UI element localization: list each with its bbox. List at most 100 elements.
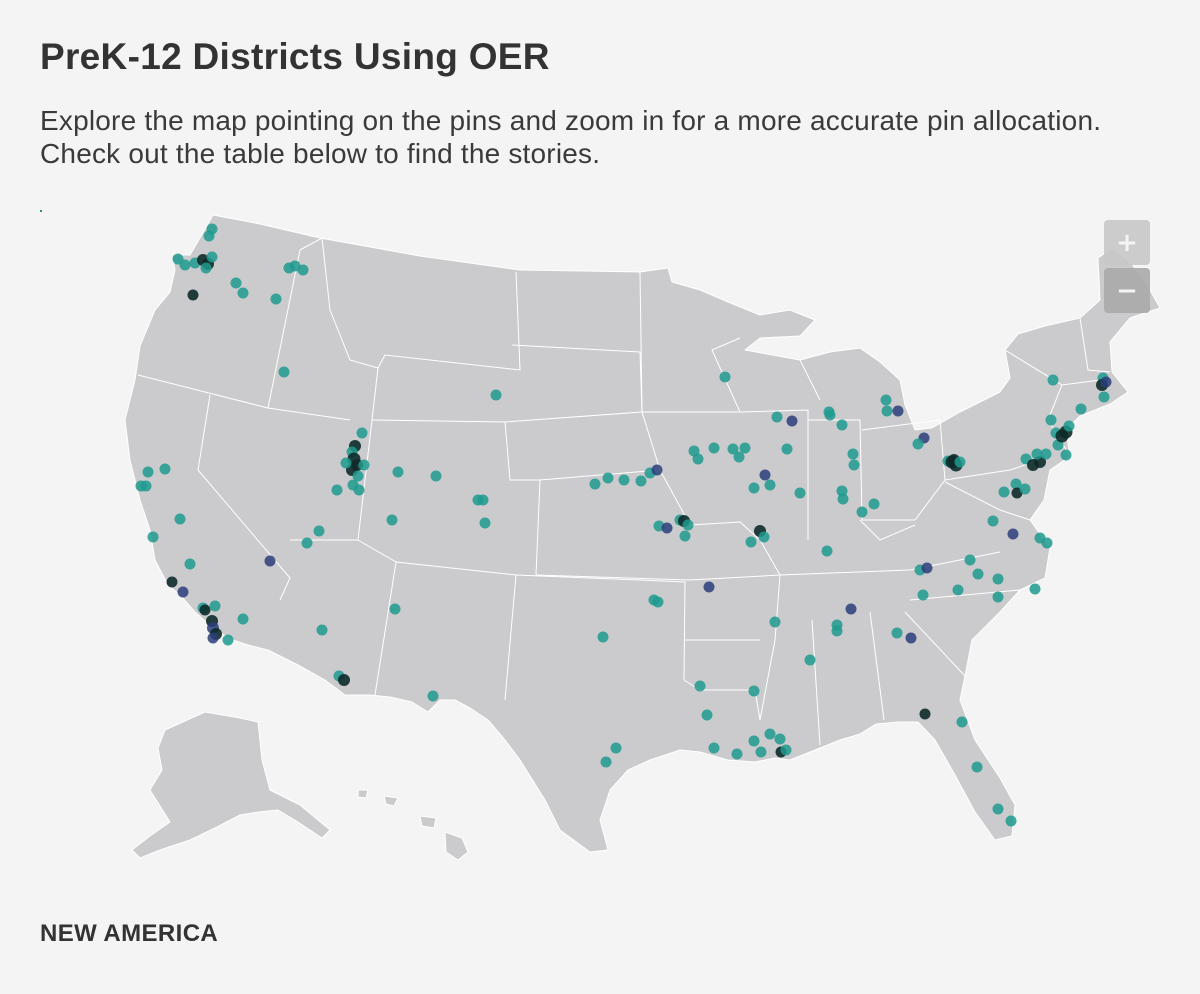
district-pin[interactable] [1029, 583, 1041, 595]
district-pin[interactable] [589, 478, 601, 490]
contiguous-us-landmass[interactable] [124, 214, 1161, 853]
district-pin[interactable] [479, 517, 491, 529]
district-pin[interactable] [998, 486, 1010, 498]
district-pin[interactable] [821, 545, 833, 557]
district-pin[interactable] [964, 554, 976, 566]
district-pin[interactable] [771, 411, 783, 423]
district-pin[interactable] [794, 487, 806, 499]
district-pin[interactable] [733, 451, 745, 463]
district-pin[interactable] [745, 536, 757, 548]
district-pin[interactable] [880, 394, 892, 406]
zoom-out-button[interactable]: − [1104, 268, 1150, 313]
district-pin[interactable] [338, 674, 350, 686]
district-pin[interactable] [1041, 537, 1053, 549]
district-pin[interactable] [1098, 391, 1110, 403]
district-pin[interactable] [748, 735, 760, 747]
district-pin[interactable] [199, 604, 211, 616]
district-pin[interactable] [490, 389, 502, 401]
district-pin[interactable] [780, 744, 792, 756]
district-pin[interactable] [278, 366, 290, 378]
district-pin[interactable] [881, 405, 893, 417]
hawaii-kauai[interactable] [357, 789, 369, 799]
district-pin[interactable] [313, 525, 325, 537]
district-pin[interactable] [703, 581, 715, 593]
district-pin[interactable] [635, 475, 647, 487]
district-pin[interactable] [209, 600, 221, 612]
district-pin[interactable] [1100, 376, 1112, 388]
district-pin[interactable] [755, 746, 767, 758]
district-pin[interactable] [847, 448, 859, 460]
hawaii-maui[interactable] [419, 815, 437, 829]
district-pin[interactable] [651, 464, 663, 476]
district-pin[interactable] [652, 596, 664, 608]
us-map[interactable] [0, 195, 1200, 875]
district-pin[interactable] [848, 459, 860, 471]
district-pin[interactable] [358, 459, 370, 471]
district-pin[interactable] [187, 289, 199, 301]
district-pin[interactable] [142, 466, 154, 478]
district-pin[interactable] [831, 625, 843, 637]
district-pin[interactable] [845, 603, 857, 615]
district-pin[interactable] [804, 654, 816, 666]
district-pin[interactable] [392, 466, 404, 478]
district-pin[interactable] [992, 573, 1004, 585]
district-pin[interactable] [905, 632, 917, 644]
district-pin[interactable] [356, 427, 368, 439]
district-pin[interactable] [774, 733, 786, 745]
district-pin[interactable] [159, 463, 171, 475]
district-pin[interactable] [954, 456, 966, 468]
district-pin[interactable] [203, 230, 215, 242]
district-pin[interactable] [237, 613, 249, 625]
district-pin[interactable] [781, 443, 793, 455]
district-pin[interactable] [759, 469, 771, 481]
district-pin[interactable] [837, 493, 849, 505]
district-pin[interactable] [971, 761, 983, 773]
district-pin[interactable] [301, 537, 313, 549]
district-pin[interactable] [1075, 403, 1087, 415]
district-pin[interactable] [340, 457, 352, 469]
alaska-landmass[interactable] [131, 711, 331, 859]
district-pin[interactable] [597, 631, 609, 643]
hawaii-oahu[interactable] [383, 795, 399, 807]
district-pin[interactable] [264, 555, 276, 567]
district-pin[interactable] [184, 558, 196, 570]
district-pins[interactable] [135, 223, 1112, 827]
district-pin[interactable] [230, 277, 242, 289]
district-pin[interactable] [602, 472, 614, 484]
district-pin[interactable] [892, 405, 904, 417]
district-pin[interactable] [200, 262, 212, 274]
district-pin[interactable] [992, 591, 1004, 603]
district-pin[interactable] [692, 453, 704, 465]
district-pin[interactable] [748, 685, 760, 697]
district-pin[interactable] [856, 506, 868, 518]
district-pin[interactable] [739, 442, 751, 454]
district-pin[interactable] [769, 616, 781, 628]
district-pin[interactable] [222, 634, 234, 646]
district-pin[interactable] [719, 371, 731, 383]
district-pin[interactable] [331, 484, 343, 496]
district-pin[interactable] [661, 522, 673, 534]
district-pin[interactable] [952, 584, 964, 596]
district-pin[interactable] [206, 251, 218, 263]
district-pin[interactable] [972, 568, 984, 580]
district-pin[interactable] [389, 603, 401, 615]
district-pin[interactable] [1010, 478, 1022, 490]
district-pin[interactable] [1007, 528, 1019, 540]
district-pin[interactable] [207, 632, 219, 644]
district-pin[interactable] [1047, 374, 1059, 386]
district-pin[interactable] [679, 530, 691, 542]
district-pin[interactable] [731, 748, 743, 760]
district-pin[interactable] [836, 419, 848, 431]
district-pin[interactable] [824, 409, 836, 421]
district-pin[interactable] [1019, 483, 1031, 495]
district-pin[interactable] [748, 482, 760, 494]
district-pin[interactable] [166, 576, 178, 588]
district-pin[interactable] [727, 443, 739, 455]
district-pin[interactable] [1040, 448, 1052, 460]
district-pin[interactable] [352, 470, 364, 482]
district-pin[interactable] [891, 627, 903, 639]
district-pin[interactable] [868, 498, 880, 510]
district-pin[interactable] [758, 531, 770, 543]
district-pin[interactable] [430, 470, 442, 482]
district-pin[interactable] [1045, 414, 1057, 426]
